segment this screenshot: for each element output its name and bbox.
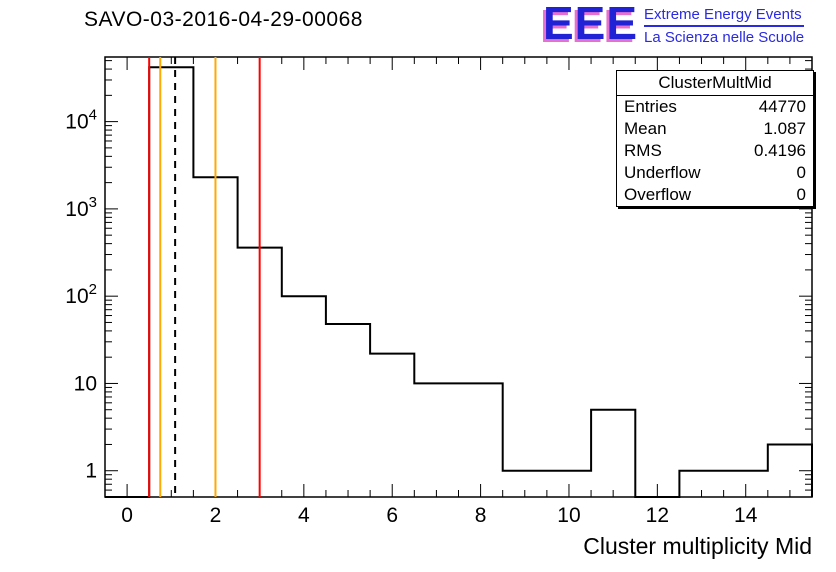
stat-label: Overflow	[624, 185, 692, 204]
axis-tick-labels: 0 2 4 6 8 10 12 14 1 10 102 103 104	[65, 107, 757, 527]
svg-text:4: 4	[298, 504, 310, 527]
stats-row-underflow: Underflow 0	[617, 162, 813, 184]
eee-logo: EEE Extreme Energy Events La Scienza nel…	[543, 0, 805, 49]
stats-title: ClusterMultMid	[617, 71, 813, 96]
stats-row-mean: Mean 1.087	[617, 118, 813, 140]
stat-value: 0	[796, 163, 806, 182]
logo-divider	[644, 25, 805, 27]
stats-box: ClusterMultMid Entries 44770 Mean 1.087 …	[616, 70, 814, 207]
marker-lines	[148, 57, 261, 497]
svg-text:103: 103	[65, 194, 97, 221]
eee-logo-text: Extreme Energy Events La Scienza nelle S…	[644, 2, 805, 46]
stat-value: 0.4196	[754, 141, 806, 160]
logo-tagline-it: La Scienza nelle Scuole	[644, 29, 805, 46]
svg-text:10: 10	[74, 372, 97, 395]
stat-value: 1.087	[763, 119, 806, 138]
svg-text:10: 10	[557, 504, 580, 527]
stat-label: Entries	[624, 97, 677, 116]
svg-text:104: 104	[65, 107, 97, 134]
svg-text:1: 1	[85, 460, 97, 483]
stat-value: 0	[796, 185, 806, 204]
svg-text:102: 102	[65, 281, 97, 308]
svg-text:0: 0	[121, 504, 133, 527]
eee-logo-acronym: EEE	[543, 0, 639, 49]
histogram-line	[105, 66, 813, 498]
stat-label: Mean	[624, 119, 667, 138]
svg-text:14: 14	[734, 504, 758, 527]
svg-text:12: 12	[646, 504, 669, 527]
stats-row-rms: RMS 0.4196	[617, 140, 813, 162]
svg-text:8: 8	[475, 504, 487, 527]
stat-value: 44770	[758, 97, 806, 116]
logo-tagline-en: Extreme Energy Events	[644, 6, 802, 23]
svg-text:2: 2	[210, 504, 222, 527]
stat-label: RMS	[624, 141, 662, 160]
stats-row-entries: Entries 44770	[617, 96, 813, 118]
page-title: SAVO-03-2016-04-29-00068	[84, 8, 363, 31]
x-axis-title: Cluster multiplicity Mid	[583, 533, 812, 559]
stats-row-overflow: Overflow 0	[617, 184, 813, 206]
stat-label: Underflow	[624, 163, 701, 182]
svg-text:6: 6	[386, 504, 398, 527]
